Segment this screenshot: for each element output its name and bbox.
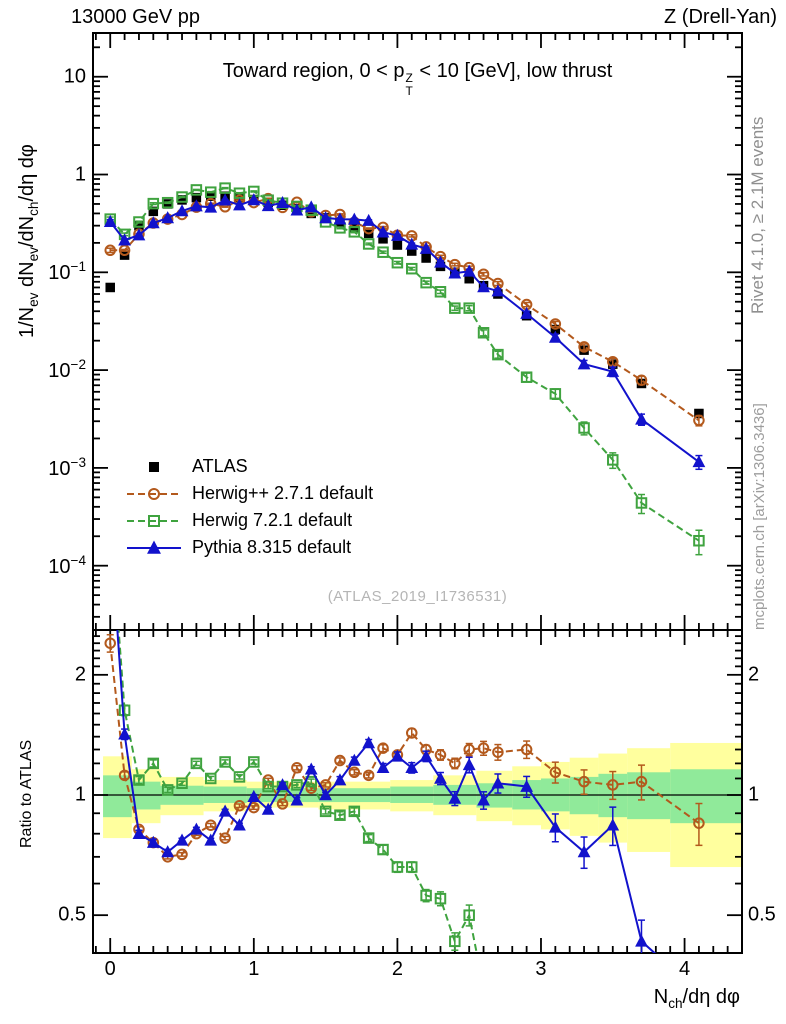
x-tick-label: 0 xyxy=(104,958,116,980)
main-y-tick-label: 10−4 xyxy=(48,552,86,578)
ratio-series-1 xyxy=(104,634,705,863)
ratio-y-tick-label-left: 2 xyxy=(74,663,86,686)
ratio-panel-frame xyxy=(92,629,743,954)
legend: ATLAS Herwig++ 2.7.1 default Herwig 7.2.… xyxy=(126,453,373,561)
main-y-tick-label: 10 xyxy=(63,65,86,88)
legend-item-herwig7: Herwig 7.2.1 default xyxy=(126,507,373,534)
x-tick-label: 1 xyxy=(248,958,260,980)
x-tick-label: 2 xyxy=(391,958,403,980)
legend-label: Herwig++ 2.7.1 default xyxy=(192,483,374,503)
herwig7-marker-icon xyxy=(127,514,181,527)
axis-ticks xyxy=(93,33,742,953)
x-tick-label: 4 xyxy=(679,958,691,980)
process-label: Z (Drell-Yan) xyxy=(664,6,777,28)
main-series-3 xyxy=(103,193,706,471)
ratio-y-tick-label-left: 0.5 xyxy=(58,903,86,926)
rivet-version-note: Rivet 4.1.0, ≥ 2.1M events xyxy=(748,116,767,314)
main-y-tick-label: 10−3 xyxy=(48,455,86,480)
ratio-y-tick-label-right: 2 xyxy=(748,663,760,686)
legend-label: Pythia 8.315 default xyxy=(192,537,352,557)
beam-energy-label: 13000 GeV pp xyxy=(71,6,200,28)
ratio-y-tick-label-right: 1 xyxy=(748,783,760,806)
main-series-2 xyxy=(104,182,705,556)
ratio-y-tick-label-left: 1 xyxy=(74,783,86,806)
pythia-marker-icon xyxy=(127,540,181,554)
x-tick-label: 3 xyxy=(535,958,547,980)
main-y-tick-label: 10−2 xyxy=(48,357,86,382)
legend-label: ATLAS xyxy=(192,456,248,476)
mcplots-reference-note: mcplots.cern.ch [arXiv:1306.3436] xyxy=(751,403,768,630)
analysis-id-watermark: (ATLAS_2019_I1736531) xyxy=(327,588,508,605)
legend-item-herwigpp: Herwig++ 2.7.1 default xyxy=(126,480,373,507)
main-series-1 xyxy=(104,192,705,427)
legend-item-atlas: ATLAS xyxy=(126,453,373,480)
main-y-tick-label: 1 xyxy=(74,163,86,186)
legend-item-pythia: Pythia 8.315 default xyxy=(126,534,373,561)
ratio-y-tick-label-right: 0.5 xyxy=(748,903,776,926)
ratio-series-3 xyxy=(116,630,657,953)
atlas-marker-icon xyxy=(149,461,159,472)
x-axis-label: Nch/dη dφ xyxy=(653,986,740,1011)
main-series-atlas xyxy=(105,191,704,419)
main-y-tick-label: 10−1 xyxy=(48,259,86,285)
legend-label: Herwig 7.2.1 default xyxy=(192,510,353,530)
herwigpp-marker-icon xyxy=(127,487,181,500)
